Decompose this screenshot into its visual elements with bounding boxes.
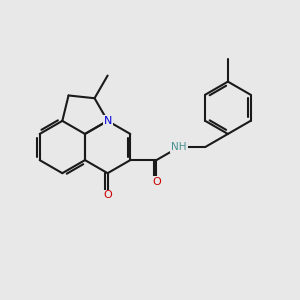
Text: O: O bbox=[152, 177, 161, 187]
Text: NH: NH bbox=[171, 142, 187, 152]
Text: N: N bbox=[103, 116, 112, 126]
Text: O: O bbox=[103, 190, 112, 200]
